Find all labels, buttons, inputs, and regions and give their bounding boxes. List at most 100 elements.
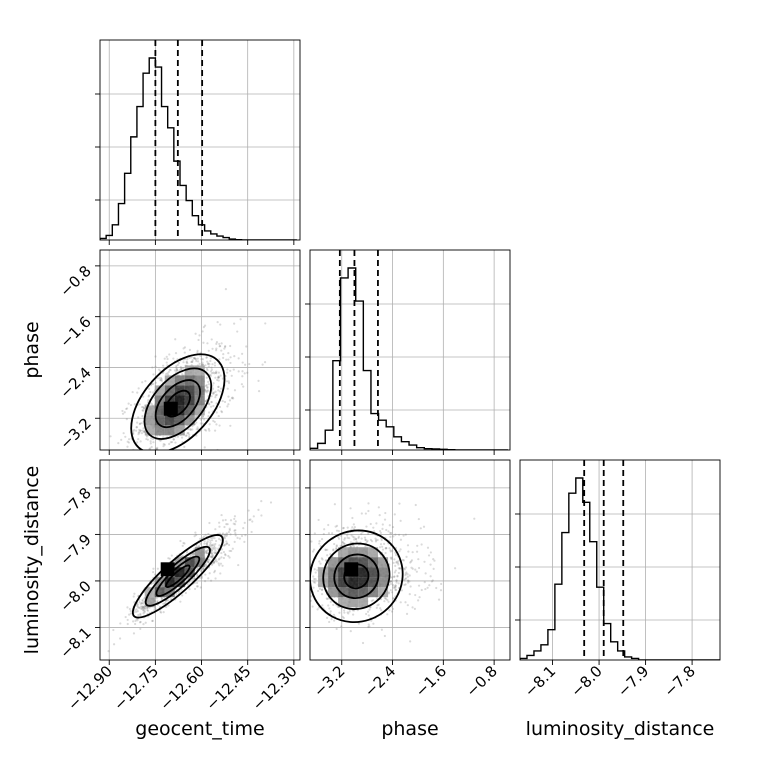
sample-point bbox=[392, 597, 395, 600]
marginal-panel-phase bbox=[310, 250, 510, 450]
sample-point bbox=[163, 443, 166, 446]
density-cell bbox=[358, 557, 369, 568]
density-cell bbox=[348, 587, 359, 598]
sample-point bbox=[325, 616, 329, 619]
sample-point bbox=[239, 318, 242, 321]
density-cell bbox=[338, 597, 349, 608]
sample-point bbox=[372, 526, 375, 529]
sample-point bbox=[329, 610, 332, 613]
sample-point bbox=[144, 450, 146, 452]
sample-point bbox=[318, 540, 321, 543]
sample-point bbox=[346, 611, 349, 614]
x-tick-label: −12.30 bbox=[249, 662, 301, 714]
density-cell bbox=[348, 577, 359, 588]
sample-point bbox=[241, 375, 244, 378]
sample-point bbox=[396, 561, 400, 565]
sample-point bbox=[174, 588, 178, 591]
sample-point bbox=[320, 557, 323, 560]
sample-point bbox=[398, 550, 401, 553]
sample-point bbox=[202, 341, 205, 344]
sample-point bbox=[159, 611, 163, 614]
sample-point bbox=[132, 632, 136, 635]
sample-point bbox=[300, 580, 302, 582]
density-cell bbox=[164, 577, 175, 588]
sample-point bbox=[433, 559, 436, 562]
sample-point bbox=[224, 554, 227, 557]
sample-point bbox=[386, 598, 389, 602]
density-cell bbox=[338, 577, 349, 588]
sample-point bbox=[410, 566, 413, 569]
sample-point bbox=[213, 364, 217, 367]
sample-point bbox=[361, 641, 365, 645]
sample-point bbox=[367, 509, 370, 513]
sample-point bbox=[217, 547, 220, 550]
sample-point bbox=[394, 564, 397, 567]
sample-point bbox=[417, 558, 420, 561]
sample-point bbox=[170, 554, 173, 557]
sample-point bbox=[341, 615, 344, 618]
sample-point bbox=[142, 407, 146, 410]
sample-point bbox=[179, 539, 182, 543]
sample-point bbox=[204, 550, 207, 554]
sample-point bbox=[160, 379, 164, 382]
sample-point bbox=[137, 438, 140, 441]
sample-point bbox=[127, 441, 131, 444]
sample-point bbox=[389, 550, 392, 553]
sample-point bbox=[208, 363, 211, 366]
sample-point bbox=[126, 440, 129, 443]
sample-point bbox=[228, 527, 231, 530]
sample-point bbox=[209, 541, 212, 544]
sample-point bbox=[382, 542, 386, 545]
sample-point bbox=[206, 342, 209, 345]
sample-point bbox=[200, 417, 204, 420]
density-cell bbox=[328, 577, 339, 588]
sample-point bbox=[204, 429, 208, 432]
sample-point bbox=[207, 349, 210, 352]
density-cell bbox=[194, 365, 205, 376]
sample-point bbox=[335, 544, 338, 547]
sample-point bbox=[180, 366, 183, 370]
panel-frame bbox=[519, 459, 721, 661]
sample-point bbox=[403, 583, 406, 587]
sample-point bbox=[215, 423, 218, 426]
sample-point bbox=[346, 534, 349, 537]
sample-point bbox=[351, 535, 355, 538]
sample-point bbox=[403, 568, 406, 571]
sample-point bbox=[346, 536, 349, 539]
sample-point bbox=[142, 602, 145, 605]
sample-point bbox=[155, 597, 158, 600]
sample-point bbox=[148, 447, 151, 450]
sample-point bbox=[217, 389, 220, 392]
sample-point bbox=[142, 430, 146, 434]
sample-point bbox=[226, 387, 229, 390]
sample-point bbox=[342, 609, 346, 612]
sample-point bbox=[339, 534, 342, 537]
sample-point bbox=[222, 550, 226, 554]
sample-point bbox=[133, 592, 136, 595]
contour-line bbox=[155, 555, 201, 597]
sample-point bbox=[316, 608, 319, 611]
sample-point bbox=[257, 379, 260, 383]
sample-point bbox=[215, 411, 218, 414]
sample-point bbox=[236, 536, 239, 539]
sample-point bbox=[319, 562, 322, 565]
sample-point bbox=[201, 363, 204, 366]
sample-point bbox=[214, 547, 217, 550]
sample-point bbox=[209, 373, 212, 377]
sample-point bbox=[330, 617, 333, 621]
sample-point bbox=[429, 575, 432, 578]
sample-point bbox=[386, 613, 389, 616]
sample-point bbox=[404, 572, 407, 575]
sample-point bbox=[217, 371, 220, 374]
sample-point bbox=[174, 338, 177, 341]
sample-point bbox=[343, 536, 347, 540]
sample-point bbox=[209, 359, 212, 363]
sample-point bbox=[168, 442, 171, 446]
sample-point bbox=[221, 519, 225, 522]
sample-point bbox=[417, 584, 421, 587]
sample-point bbox=[396, 575, 399, 578]
sample-point bbox=[220, 513, 223, 517]
density-cell bbox=[348, 547, 359, 558]
sample-point bbox=[219, 538, 223, 542]
sample-point bbox=[307, 612, 309, 614]
